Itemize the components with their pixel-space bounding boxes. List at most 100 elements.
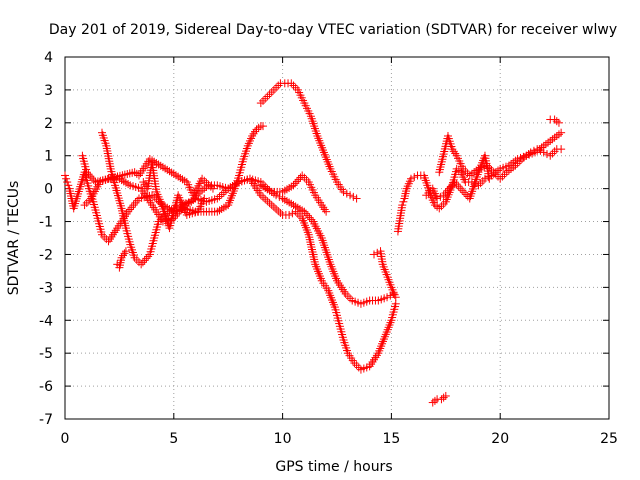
x-tick-label: 20 [491, 431, 509, 447]
data-point [383, 293, 392, 302]
data-point [137, 260, 146, 269]
data-point [346, 191, 355, 200]
y-tick-label: 2 [44, 116, 53, 132]
x-axis-title: GPS time / hours [275, 459, 392, 475]
data-point [460, 188, 469, 197]
x-tick-label: 5 [169, 431, 178, 447]
data-point [542, 150, 551, 159]
data-point [399, 197, 408, 206]
data-point [536, 146, 545, 155]
data-point [557, 145, 566, 154]
data-point [127, 203, 136, 212]
data-point [293, 209, 302, 218]
data-point [461, 190, 470, 199]
data-point [129, 201, 138, 210]
data-point [342, 189, 351, 198]
data-point [272, 191, 281, 200]
y-axis-title: SDTVAR / TECUs [6, 181, 22, 296]
data-point [550, 147, 559, 156]
data-point [386, 291, 395, 300]
x-tick-label: 15 [382, 431, 400, 447]
data-point [496, 174, 505, 183]
data-point [267, 201, 276, 210]
data-point [300, 173, 309, 182]
data-point [219, 188, 228, 197]
data-point [263, 197, 272, 206]
data-point [491, 170, 500, 179]
y-tick-label: -3 [39, 280, 53, 296]
data-point [307, 215, 316, 224]
data-point [500, 170, 509, 179]
data-point [64, 181, 73, 190]
data-point [352, 361, 361, 370]
x-tick-label: 0 [61, 431, 70, 447]
y-tick-label: 3 [44, 83, 53, 99]
data-point [303, 211, 312, 220]
data-point [478, 176, 487, 185]
y-tick-label: -2 [39, 247, 53, 263]
data-point [498, 172, 507, 181]
data-point [373, 248, 382, 257]
data-point [292, 177, 301, 186]
data-point [272, 83, 281, 92]
data-point [138, 258, 147, 267]
data-point [82, 168, 91, 177]
data-point [289, 81, 298, 90]
data-point [144, 252, 153, 261]
x-tick-label: 25 [600, 431, 618, 447]
grid [65, 57, 609, 419]
data-point [269, 85, 278, 94]
data-point [200, 194, 209, 203]
data-point [62, 174, 71, 183]
data-point [208, 184, 217, 193]
data-point [261, 195, 270, 204]
y-tick-label: -1 [39, 215, 53, 231]
data-point [294, 175, 303, 184]
y-tick-label: 1 [44, 149, 53, 165]
data-point [63, 178, 72, 187]
data-point [61, 171, 69, 180]
data-point [398, 201, 407, 210]
data-point [140, 256, 149, 265]
data-point [254, 123, 263, 132]
y-tick-label: -6 [39, 379, 53, 395]
data-point [369, 250, 378, 259]
data-point [276, 208, 285, 217]
data-point [289, 181, 298, 190]
data-point [263, 92, 272, 101]
data-point [436, 192, 445, 201]
y-axis: -7 -6 -5 -4 -3 -2 -1 0 1 2 3 4 [39, 50, 609, 428]
chart-title: Day 201 of 2019, Sidereal Day-to-day VTE… [49, 22, 617, 38]
data-point [552, 117, 561, 126]
data-point [452, 180, 461, 189]
data-point [125, 205, 134, 214]
x-axis: 0 5 10 15 20 25 [61, 57, 618, 447]
data-point [441, 391, 450, 400]
data-point [206, 182, 215, 191]
data-point [298, 171, 307, 180]
data-point [275, 192, 284, 201]
y-tick-label: -4 [39, 313, 53, 329]
data-point [259, 122, 268, 131]
data-point [265, 90, 274, 99]
data-point [302, 209, 311, 218]
data-point [274, 81, 283, 90]
data-point [89, 176, 98, 185]
x-tick-label: 10 [274, 431, 292, 447]
data-point [217, 190, 226, 199]
data-point [291, 83, 300, 92]
data-point [539, 148, 548, 157]
data-point [533, 145, 542, 154]
data-point [288, 209, 297, 218]
y-tick-label: 4 [44, 50, 53, 66]
data-point [80, 201, 89, 210]
data-point [554, 118, 563, 127]
data-point [187, 197, 196, 206]
data-point [265, 199, 274, 208]
data-point [391, 293, 400, 302]
data-point [456, 184, 465, 193]
data-point [439, 393, 448, 402]
data-point [261, 94, 270, 103]
data-point [269, 203, 278, 212]
